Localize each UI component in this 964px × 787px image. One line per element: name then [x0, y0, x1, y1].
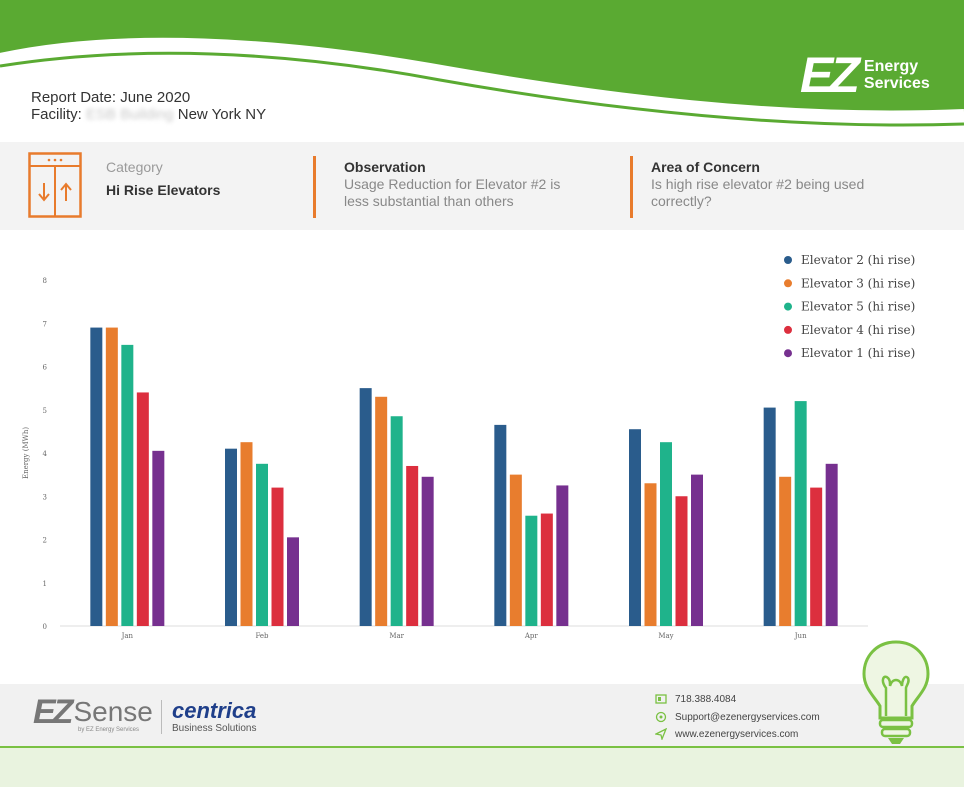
- legend-label: Elevator 1 (hi rise): [801, 346, 915, 360]
- legend-marker: [784, 302, 792, 311]
- bar: [675, 496, 688, 626]
- bar: [540, 513, 553, 626]
- facility-name-redacted: ESB Building: [86, 106, 174, 123]
- x-tick-label: Apr: [524, 632, 539, 640]
- bar: [136, 392, 149, 626]
- x-tick-label: Jun: [794, 632, 807, 640]
- bar: [779, 476, 792, 626]
- legend-marker: [784, 349, 792, 358]
- x-tick-label: Mar: [389, 632, 404, 640]
- y-tick-label: 2: [43, 537, 47, 545]
- bar: [421, 476, 434, 626]
- contact-phone: 718.388.4084: [655, 693, 736, 705]
- header-wave: [0, 0, 964, 127]
- bar: [225, 448, 237, 626]
- category-label: Category: [106, 159, 163, 175]
- bar: [359, 388, 372, 626]
- observation-text: Usage Reduction for Elevator #2 is less …: [344, 176, 561, 209]
- facility-city: New York NY: [177, 106, 267, 123]
- y-tick-label: 8: [43, 277, 47, 285]
- bar: [240, 442, 253, 626]
- bar: [494, 424, 507, 626]
- bar: [271, 487, 284, 626]
- ez-energy-logo: EZ Energy Services: [800, 46, 930, 104]
- x-tick-label: Feb: [255, 632, 269, 640]
- bar: [406, 465, 419, 626]
- observation-title: Observation: [344, 159, 426, 175]
- legend-marker: [784, 279, 792, 288]
- bar: [629, 429, 641, 626]
- energy-bar-chart: 0 1 2 3 4 5 6 7 8 Energy (MWh) Jan Feb Mar Apr May Jun E…: [22, 253, 915, 640]
- y-tick-label: 5: [43, 407, 47, 415]
- bar: [90, 327, 103, 626]
- y-tick-label: 1: [43, 580, 47, 588]
- bar: [810, 487, 823, 626]
- ezsense-logo: EZ Sense: [33, 693, 153, 731]
- y-tick-label: 3: [43, 493, 47, 501]
- logo-text: Energy Services: [863, 58, 930, 92]
- y-tick-label: 7: [43, 320, 47, 328]
- bar: [660, 442, 672, 626]
- bar: [691, 474, 703, 626]
- concern-text: Is high rise elevator #2 being used corr…: [651, 176, 865, 209]
- bar: [825, 463, 838, 626]
- footer-divider: [161, 700, 162, 734]
- email-icon: [655, 711, 667, 723]
- legend-label: Elevator 3 (hi rise): [801, 276, 915, 290]
- bar: [390, 416, 403, 626]
- bar: [509, 474, 522, 626]
- bar: [375, 396, 388, 626]
- report-info: Report Date: June 2020 Facility: ESB Bui…: [31, 89, 266, 123]
- legend-label: Elevator 2 (hi rise): [801, 253, 915, 267]
- bar: [105, 327, 118, 626]
- y-tick-label: 0: [43, 623, 47, 631]
- category-value: Hi Rise Elevators: [106, 182, 221, 198]
- footer: [0, 684, 964, 746]
- centrica-logo: centrica: [172, 698, 257, 723]
- ezsense-sub: by EZ Energy Services: [78, 727, 140, 733]
- x-tick-label: Jan: [121, 632, 134, 640]
- contact-website[interactable]: www.ezenergyservices.com: [655, 728, 798, 740]
- centrica-sub: Business Solutions: [172, 723, 257, 734]
- bar: [256, 463, 268, 626]
- concern-title: Area of Concern: [651, 159, 760, 175]
- summary-band: [0, 142, 964, 230]
- phone-icon: [655, 694, 667, 704]
- bar: [794, 401, 807, 626]
- legend-label: Elevator 4 (hi rise): [801, 323, 915, 337]
- x-tick-label: May: [658, 632, 673, 640]
- y-axis-label: Energy (MWh): [22, 427, 30, 479]
- facility: Facility: ESB Building New York NY: [31, 106, 267, 123]
- bar: [525, 515, 538, 626]
- bar: [763, 407, 776, 626]
- bar: [644, 483, 657, 626]
- bar: [287, 537, 299, 626]
- y-tick-label: 4: [43, 450, 48, 458]
- report-date: Report Date: June 2020: [31, 89, 191, 106]
- footer-bottom: [0, 746, 964, 787]
- bar: [556, 485, 569, 626]
- logo-mark: EZ: [800, 47, 860, 103]
- legend-marker: [784, 256, 792, 264]
- elevator-icon: [28, 152, 82, 218]
- legend-label: Elevator 5 (hi rise): [801, 300, 915, 314]
- bar: [121, 344, 134, 626]
- y-tick-label: 6: [43, 364, 48, 372]
- bar: [152, 450, 165, 626]
- divider: [313, 156, 316, 218]
- legend-marker: [784, 325, 792, 334]
- web-icon: [655, 728, 667, 740]
- contact-email[interactable]: Support@ezenergyservices.com: [655, 711, 820, 723]
- lightbulb-icon: [862, 640, 930, 744]
- divider: [630, 156, 633, 218]
